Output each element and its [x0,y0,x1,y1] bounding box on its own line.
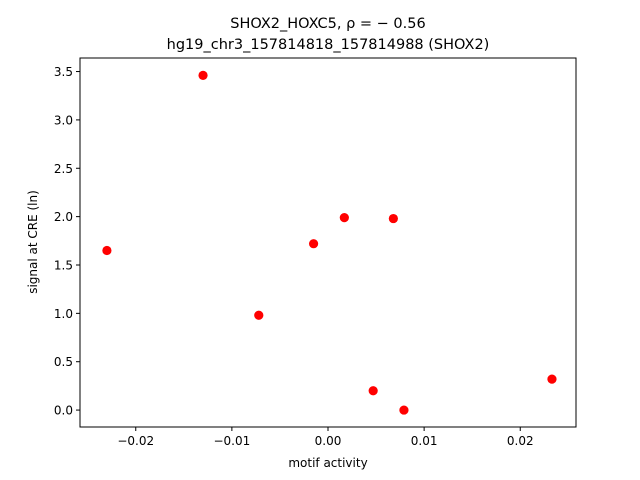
data-point [254,310,264,320]
data-point [198,70,208,81]
data-point [102,245,112,256]
x-tick-label: 0.00 [315,434,342,448]
y-tick-label: 3.0 [54,113,73,127]
data-point [547,374,557,384]
y-tick-label: 1.5 [54,258,73,272]
x-tick-label: −0.01 [213,434,250,448]
y-tick-label: 0.5 [54,355,73,369]
y-tick-label: 0.0 [54,404,73,418]
x-tick-label: −0.02 [117,434,154,448]
chart-title-line2: hg19_chr3_157814818_157814988 (SHOX2) [167,37,490,53]
data-point [388,213,398,224]
y-tick-label: 2.5 [54,162,73,176]
y-tick-label: 3.5 [54,65,73,79]
x-tick-label: 0.01 [411,434,438,448]
plot-frame [79,57,577,428]
y-tick-label: 1.0 [54,307,73,321]
y-axis-ticks: 0.0 0.5 1.0 1.5 2.0 2.5 3.0 3.5 [54,65,80,418]
x-axis-ticks: −0.02 −0.01 0.00 0.01 0.02 [117,427,534,448]
data-point [339,212,349,223]
y-axis-label: signal at CRE (ln) [26,190,40,294]
y-tick-label: 2.0 [54,210,73,224]
data-point [308,239,319,249]
chart-title-line1: SHOX2_HOXC5, ρ = − 0.56 [230,16,425,32]
data-point [368,386,378,396]
x-axis-label: motif activity [288,456,367,470]
x-tick-label: 0.02 [507,434,534,448]
data-points [102,70,557,415]
data-point [399,405,409,415]
